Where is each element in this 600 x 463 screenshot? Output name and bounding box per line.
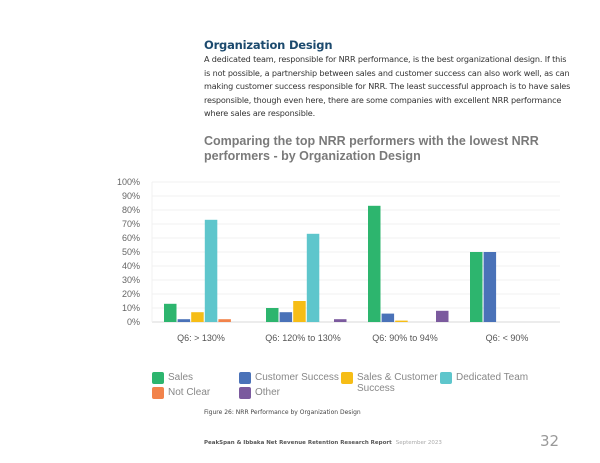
y-tick-label: 50% xyxy=(122,247,140,257)
y-tick-label: 10% xyxy=(122,303,140,313)
bar-customer-success-3 xyxy=(381,313,395,322)
legend-item-not-clear: Not Clear xyxy=(152,387,258,399)
bar-other-2 xyxy=(334,319,347,322)
page-number: 32 xyxy=(540,432,560,450)
legend-swatch-dedicated-team xyxy=(440,372,452,384)
bar-sales-customer-success-1 xyxy=(191,312,204,322)
bar-customer-success-4 xyxy=(483,252,497,322)
bar-sales-2 xyxy=(266,308,279,322)
bar-sales-4 xyxy=(470,252,483,322)
y-tick-label: 30% xyxy=(122,275,140,285)
legend-item-sales-and-customer-success: Sales & Customer Success xyxy=(341,372,442,394)
section-title: Organization Design xyxy=(204,38,333,52)
chart-title: Comparing the top NRR performers with th… xyxy=(204,134,539,163)
y-tick-label: 70% xyxy=(122,219,140,229)
legend-label: Not Clear xyxy=(168,387,211,398)
legend-swatch-customer-success xyxy=(239,372,251,384)
section-body: A dedicated team, responsible for NRR pe… xyxy=(204,54,571,118)
y-tick-label: 100% xyxy=(117,177,140,187)
bar-customer-success-1 xyxy=(177,319,191,322)
y-tick-label: 40% xyxy=(122,261,140,271)
bar-sales-customer-success-2 xyxy=(293,301,306,322)
y-tick-label: 0% xyxy=(127,317,140,327)
legend-label: Other xyxy=(255,387,281,398)
y-axis-tick-labels: 0% 10% 20% 30% 40% 50% 60% 70% 80% 90% 100% xyxy=(117,177,140,327)
y-tick-label: 90% xyxy=(122,191,140,201)
footer-date: September 2023 xyxy=(395,440,442,446)
legend-swatch-sales xyxy=(152,372,164,384)
bar-sales-1 xyxy=(164,303,177,322)
x-category-label: Q6: 90% to 94% xyxy=(372,333,438,343)
y-tick-label: 80% xyxy=(122,205,140,215)
y-tick-label: 20% xyxy=(122,289,140,299)
legend-label: Customer Success xyxy=(255,372,339,383)
bar-sales-customer-success-3 xyxy=(395,320,408,322)
chart-bars xyxy=(164,205,497,322)
legend-swatch-other xyxy=(239,387,251,399)
y-tick-label: 60% xyxy=(122,233,140,243)
bar-dedicated-team-2 xyxy=(306,233,320,322)
legend-swatch-sales-and-customer-success xyxy=(341,372,353,384)
legend-swatch-not-clear xyxy=(152,387,164,399)
x-category-label: Q6: > 130% xyxy=(177,333,225,343)
x-category-label: Q6: 120% to 130% xyxy=(265,333,341,343)
legend-item-dedicated-team: Dedicated Team xyxy=(440,372,546,384)
figure-caption: Figure 26: NRR Performance by Organizati… xyxy=(204,409,361,416)
x-category-label: Q6: < 90% xyxy=(486,333,529,343)
chart-legend: Sales Customer Success Sales & Customer … xyxy=(152,372,572,404)
legend-item-sales: Sales xyxy=(152,372,258,384)
bar-other-3 xyxy=(436,310,449,322)
bar-dedicated-team-1 xyxy=(204,219,218,322)
bar-customer-success-2 xyxy=(279,312,293,322)
bar-sales-3 xyxy=(368,205,381,322)
footer: PeakSpan & Ibbaka Net Revenue Retention … xyxy=(204,440,442,446)
legend-item-customer-success: Customer Success xyxy=(239,372,345,384)
bar-not-clear-1 xyxy=(218,319,231,322)
legend-item-other: Other xyxy=(239,387,345,399)
footer-report-title: PeakSpan & Ibbaka Net Revenue Retention … xyxy=(204,440,392,446)
legend-label: Dedicated Team xyxy=(456,372,529,383)
x-axis-category-labels: Q6: > 130% Q6: 120% to 130% Q6: 90% to 94%… xyxy=(177,333,528,343)
legend-label: Sales xyxy=(168,372,194,383)
legend-label: Sales & Customer Success xyxy=(357,372,438,394)
